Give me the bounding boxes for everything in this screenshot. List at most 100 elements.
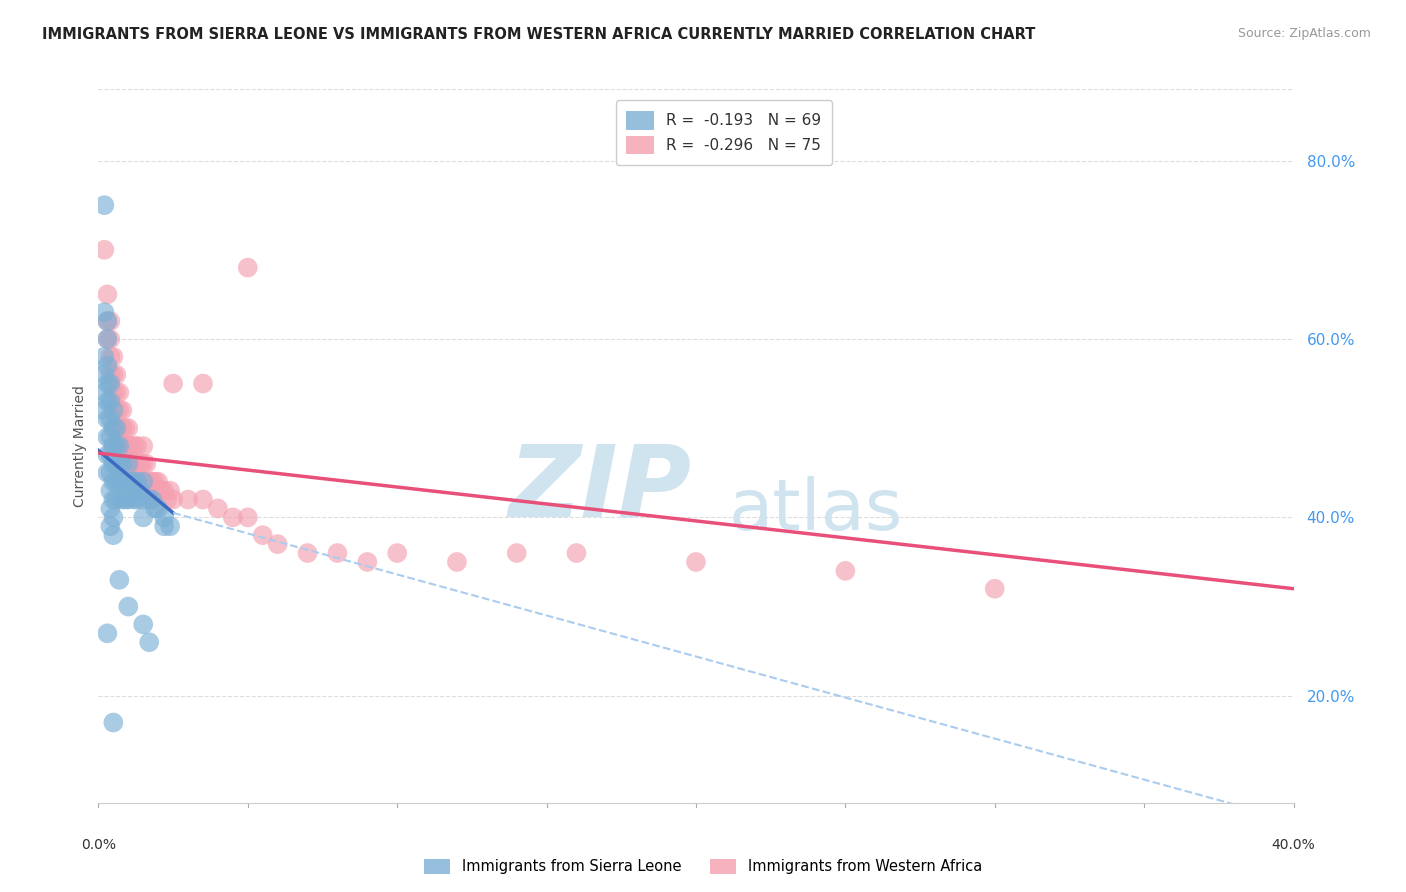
Point <box>108 475 131 489</box>
Point <box>100 430 122 444</box>
Point <box>267 537 290 551</box>
Point <box>100 332 122 346</box>
Point <box>326 546 349 560</box>
Point <box>127 475 149 489</box>
Point <box>143 501 166 516</box>
Point <box>132 617 155 632</box>
Point <box>156 492 179 507</box>
Point <box>100 448 122 462</box>
Point <box>153 519 176 533</box>
Point <box>108 573 131 587</box>
Point <box>93 385 115 400</box>
Point <box>120 439 142 453</box>
Point <box>132 475 155 489</box>
Point <box>114 421 136 435</box>
Point <box>100 376 122 391</box>
Point <box>105 492 128 507</box>
Point <box>135 457 157 471</box>
Point <box>153 510 176 524</box>
Point <box>103 492 125 507</box>
Legend: R =  -0.193   N = 69, R =  -0.296   N = 75: R = -0.193 N = 69, R = -0.296 N = 75 <box>616 101 832 165</box>
Point <box>356 555 378 569</box>
Point <box>103 421 125 435</box>
Point <box>117 421 139 435</box>
Point <box>111 475 134 489</box>
Point <box>222 510 245 524</box>
Point <box>111 421 134 435</box>
Point <box>105 439 128 453</box>
Point <box>100 412 122 426</box>
Point <box>159 483 181 498</box>
Point <box>96 376 118 391</box>
Point <box>143 475 166 489</box>
Point <box>141 492 163 507</box>
Point <box>834 564 856 578</box>
Point <box>114 439 136 453</box>
Point <box>153 483 176 498</box>
Point <box>103 439 125 453</box>
Point <box>105 457 128 471</box>
Point <box>103 385 125 400</box>
Point <box>132 475 155 489</box>
Point <box>105 403 128 417</box>
Point <box>96 314 118 328</box>
Point <box>446 555 468 569</box>
Point <box>96 430 118 444</box>
Point <box>120 457 142 471</box>
Point <box>100 368 122 382</box>
Point <box>96 332 118 346</box>
Text: ZIP: ZIP <box>509 441 692 537</box>
Point <box>148 475 170 489</box>
Point <box>127 439 149 453</box>
Point <box>111 439 134 453</box>
Point <box>138 492 160 507</box>
Point <box>96 626 118 640</box>
Point <box>124 439 146 453</box>
Point <box>100 483 122 498</box>
Point <box>93 368 115 382</box>
Point <box>124 492 146 507</box>
Point <box>177 492 200 507</box>
Point <box>117 457 139 471</box>
Point <box>117 599 139 614</box>
Point <box>162 376 184 391</box>
Point <box>111 457 134 471</box>
Point <box>141 475 163 489</box>
Point <box>127 492 149 507</box>
Point <box>117 457 139 471</box>
Point <box>207 501 229 516</box>
Point <box>108 421 131 435</box>
Point <box>96 448 118 462</box>
Point <box>159 519 181 533</box>
Point <box>100 501 122 516</box>
Point <box>108 457 131 471</box>
Point <box>93 198 115 212</box>
Point <box>96 332 118 346</box>
Point <box>117 492 139 507</box>
Point <box>124 457 146 471</box>
Point <box>100 466 122 480</box>
Point <box>129 475 152 489</box>
Text: atlas: atlas <box>728 475 903 545</box>
Point <box>135 475 157 489</box>
Point <box>506 546 529 560</box>
Point <box>132 510 155 524</box>
Point <box>103 403 125 417</box>
Point <box>129 483 152 498</box>
Point <box>297 546 319 560</box>
Point <box>93 350 115 364</box>
Point <box>150 483 173 498</box>
Point <box>236 260 259 275</box>
Point <box>96 466 118 480</box>
Point <box>103 421 125 435</box>
Point <box>132 457 155 471</box>
Point <box>96 287 118 301</box>
Point <box>108 403 131 417</box>
Point <box>100 314 122 328</box>
Point <box>96 394 118 409</box>
Legend: Immigrants from Sierra Leone, Immigrants from Western Africa: Immigrants from Sierra Leone, Immigrants… <box>418 853 988 880</box>
Point <box>96 359 118 373</box>
Point <box>252 528 274 542</box>
Point <box>111 492 134 507</box>
Point <box>565 546 588 560</box>
